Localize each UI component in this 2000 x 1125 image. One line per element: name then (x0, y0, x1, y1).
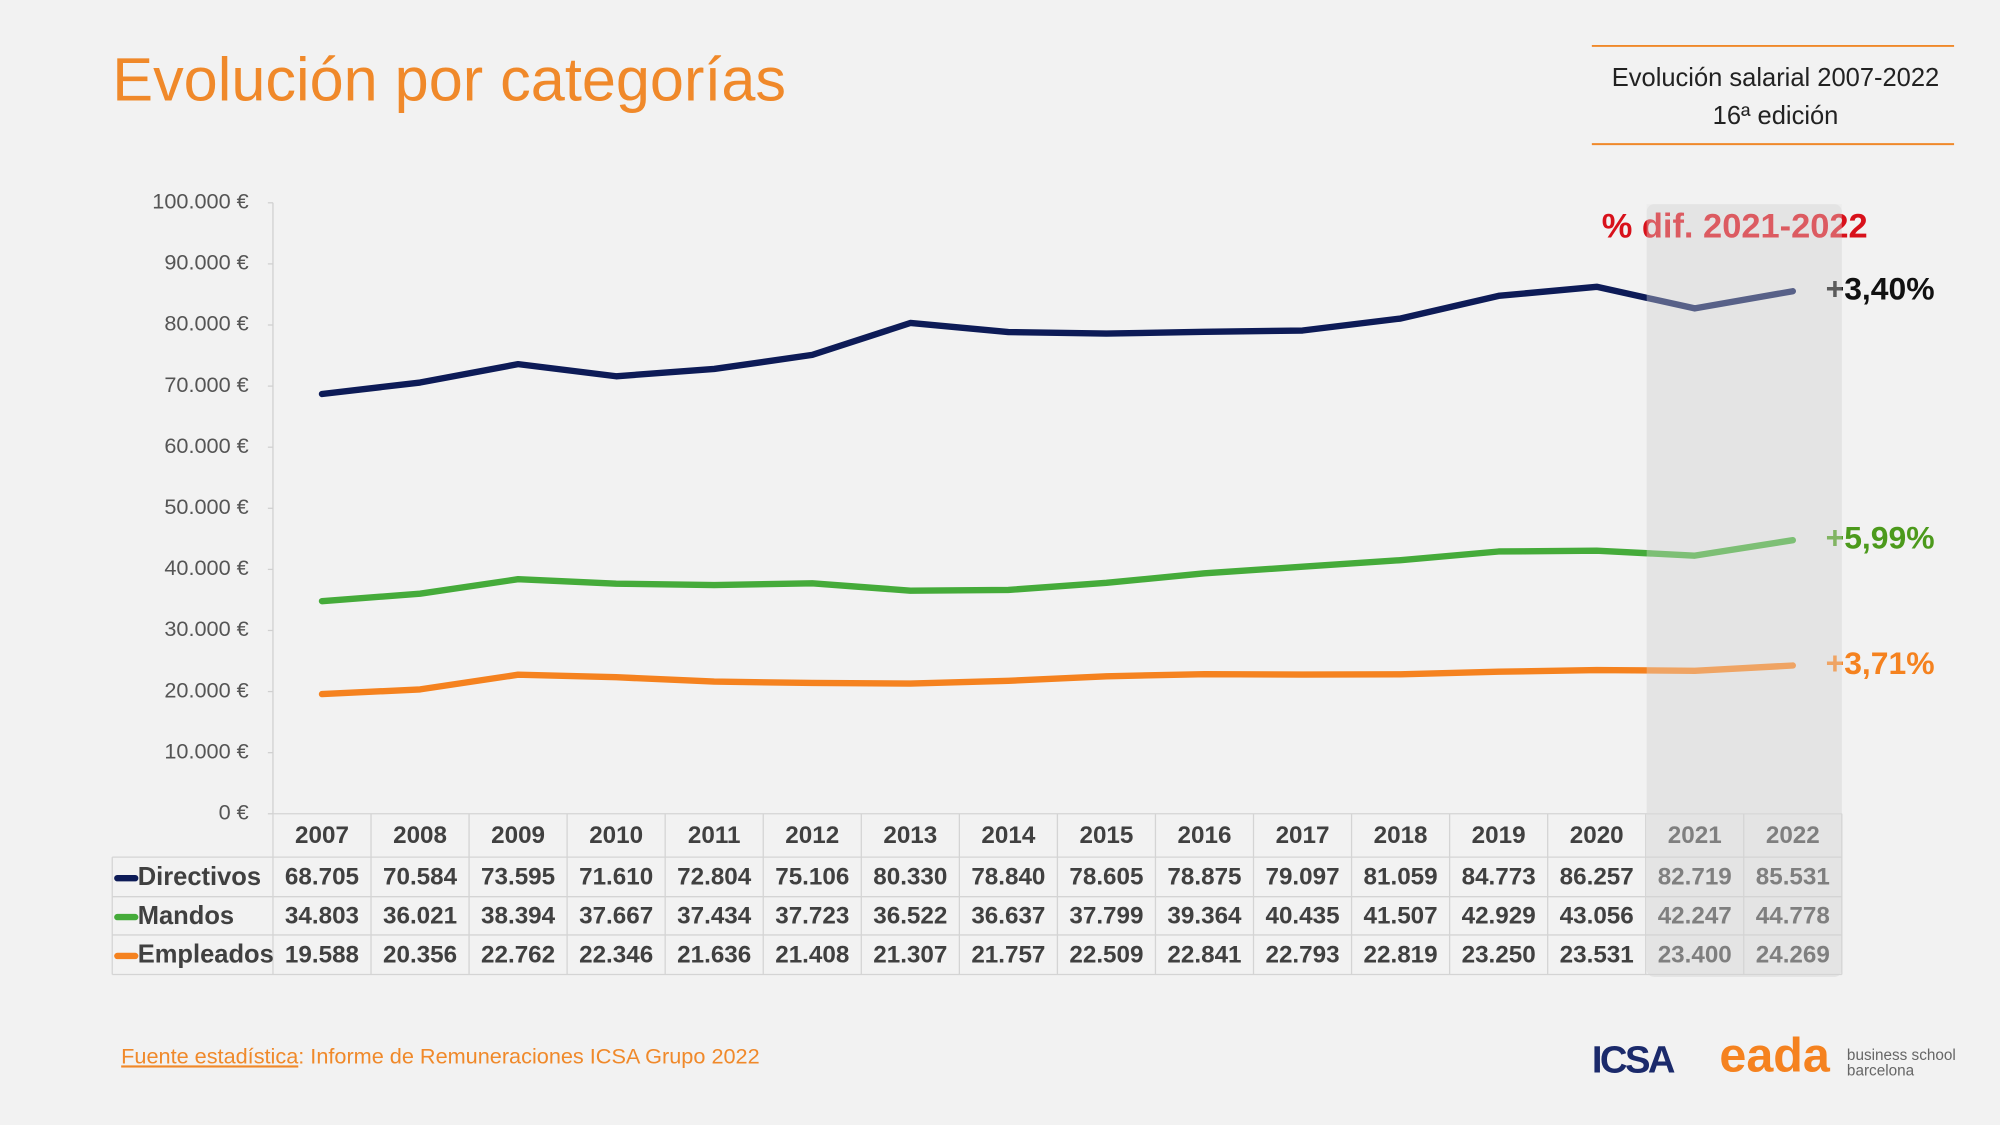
source-text: : Informe de Remuneraciones ICSA Grupo 2… (298, 1043, 759, 1068)
annotation: % dif. 2021-2022 (1602, 207, 1868, 245)
edition-number: 16ª edición (1713, 102, 1839, 130)
table-value: 22.819 (1364, 941, 1438, 968)
table-value: 37.723 (775, 902, 849, 929)
table-value: 22.793 (1265, 941, 1339, 968)
table-value: 75.106 (775, 864, 849, 891)
table-value: 22.509 (1069, 941, 1143, 968)
legend-label: Empleados (138, 941, 274, 969)
source-label: Fuente estadística (121, 1043, 299, 1068)
table-value: 22.841 (1167, 941, 1241, 968)
edition-title: Evolución salarial 2007-2022 (1612, 64, 1939, 92)
y-tick-label: 40.000 € (164, 555, 248, 580)
y-tick-label: 70.000 € (164, 372, 248, 397)
change-label: +5,99% (1826, 520, 1935, 556)
table-value: 20.356 (383, 941, 457, 968)
series-line (318, 283, 1796, 398)
table-value: 86.257 (1560, 864, 1634, 891)
x-tick-label: 2010 (589, 822, 643, 849)
x-tick-label: 2009 (491, 822, 545, 849)
table-value: 41.507 (1364, 902, 1438, 929)
table-value: 23.531 (1560, 941, 1634, 968)
x-tick-label: 2018 (1374, 822, 1428, 849)
table-value: 79.097 (1265, 864, 1339, 891)
table-value: 78.840 (971, 864, 1045, 891)
table-value: 21.408 (775, 941, 849, 968)
table-value: 23.250 (1462, 941, 1536, 968)
table-value: 39.364 (1167, 902, 1242, 929)
legend-label: Mandos (138, 902, 234, 930)
x-tick-label: 2015 (1079, 822, 1133, 849)
slide-title: Evolución por categorías (112, 45, 786, 113)
x-tick-label: 2022 (1766, 822, 1820, 849)
table-value: 37.667 (579, 902, 653, 929)
x-tick-label: 2011 (688, 822, 741, 849)
table-value: 84.773 (1462, 864, 1536, 891)
y-tick-label: 100.000 € (152, 189, 248, 214)
y-tick-label: 60.000 € (164, 433, 248, 458)
tagline: business school (1847, 1047, 1956, 1064)
change-label: +3,40% (1826, 271, 1935, 307)
y-tick-label: 10.000 € (164, 738, 248, 763)
eada-logo: eada (1719, 1028, 1830, 1082)
x-tick-label: 2014 (981, 822, 1035, 849)
table-value: 80.330 (873, 864, 947, 891)
table-value: 71.610 (579, 864, 653, 891)
series-line (318, 537, 1796, 605)
table-value: 40.435 (1265, 902, 1339, 929)
table-value: 42.929 (1462, 902, 1536, 929)
y-tick-label: 20.000 € (164, 677, 248, 702)
table-value: 37.434 (677, 902, 752, 929)
x-tick-label: 2020 (1570, 822, 1624, 849)
x-tick-label: 2012 (785, 822, 839, 849)
table-value: 19.588 (285, 941, 359, 968)
y-tick-label: 30.000 € (164, 616, 248, 641)
y-tick-label: 80.000 € (164, 311, 248, 336)
change-label: +3,71% (1826, 645, 1935, 681)
x-tick-label: 2013 (883, 822, 937, 849)
table-value: 38.394 (481, 902, 556, 929)
table-value: 37.799 (1069, 902, 1143, 929)
table-value: 82.719 (1658, 864, 1732, 891)
table-value: 85.531 (1756, 864, 1830, 891)
x-tick-label: 2016 (1178, 822, 1232, 849)
table-value: 24.269 (1756, 941, 1830, 968)
table-value: 72.804 (677, 864, 752, 891)
table-value: 34.803 (285, 902, 359, 929)
source: Fuente estadística: Informe de Remunerac… (121, 1043, 759, 1068)
series-line (318, 662, 1796, 698)
icsa-logo: ICSA (1592, 1039, 1675, 1082)
table-value: 43.056 (1560, 902, 1634, 929)
x-tick-label: 2021 (1668, 822, 1722, 849)
table-value: 81.059 (1364, 864, 1438, 891)
table-value: 21.636 (677, 941, 751, 968)
tagline: barcelona (1847, 1062, 1915, 1079)
table-value: 70.584 (383, 864, 458, 891)
x-tick-label: 2017 (1276, 822, 1330, 849)
x-tick-label: 2008 (393, 822, 447, 849)
table-value: 23.400 (1658, 941, 1732, 968)
table-value: 78.875 (1167, 864, 1241, 891)
table-value: 73.595 (481, 864, 555, 891)
table-value: 22.762 (481, 941, 555, 968)
table-value: 22.346 (579, 941, 653, 968)
y-tick-label: 50.000 € (164, 494, 248, 519)
x-tick-label: 2007 (295, 822, 349, 849)
table-value: 21.757 (971, 941, 1045, 968)
table-value: 36.021 (383, 902, 457, 929)
y-tick-label: 0 € (219, 800, 249, 825)
table-value: 36.637 (971, 902, 1045, 929)
table-value: 68.705 (285, 864, 359, 891)
table-value: 36.522 (873, 902, 947, 929)
table-value: 42.247 (1658, 902, 1732, 929)
table-value: 21.307 (873, 941, 947, 968)
table-value: 78.605 (1069, 864, 1143, 891)
x-tick-label: 2019 (1472, 822, 1526, 849)
y-tick-label: 90.000 € (164, 250, 248, 275)
highlight-band (1646, 204, 1842, 978)
legend-label: Directivos (138, 863, 261, 891)
highlight-overlay (1646, 204, 1842, 814)
table-value: 44.778 (1756, 902, 1830, 929)
